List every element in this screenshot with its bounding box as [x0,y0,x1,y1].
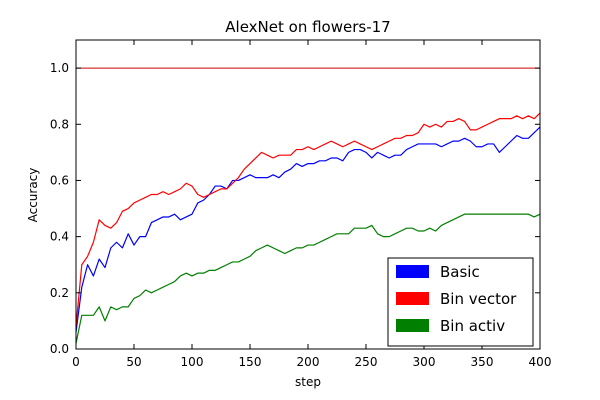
y-tick-label: 0.8 [50,117,69,131]
legend-label: Bin vector [440,290,517,308]
series-line-bin-activ [75,213,541,344]
y-axis-label: Accuracy [26,168,40,223]
x-axis-label: step [295,375,321,389]
series-line-basic [75,126,541,333]
x-tick-label: 200 [297,355,320,369]
axis-ticks: 0 50 100 150 200 250 300 350 400 0.0 0.2 0.4 0.6 0.8 1… [50,40,552,369]
legend-swatch [396,265,429,278]
y-tick-label: 0.2 [50,286,69,300]
x-tick-label: 350 [471,355,494,369]
y-tick-label: 0.4 [50,230,69,244]
legend-label: Bin activ [440,317,505,335]
legend-swatch [396,319,429,332]
x-tick-label: 250 [355,355,378,369]
legend: Basic Bin vector Bin activ [387,257,534,347]
series-line-bin-vector [75,112,541,327]
legend-label: Basic [440,263,480,281]
series-layer [75,112,541,344]
legend-swatch [396,292,429,305]
y-tick-label: 1.0 [50,61,69,75]
x-tick-label: 150 [239,355,262,369]
y-tick-label: 0.0 [50,342,69,356]
y-tick-label: 0.6 [50,173,69,187]
x-tick-label: 400 [529,355,552,369]
x-tick-label: 300 [413,355,436,369]
x-tick-label: 100 [181,355,204,369]
chart-title: AlexNet on flowers-17 [225,18,390,36]
x-tick-label: 0 [72,355,80,369]
x-tick-label: 50 [126,355,141,369]
